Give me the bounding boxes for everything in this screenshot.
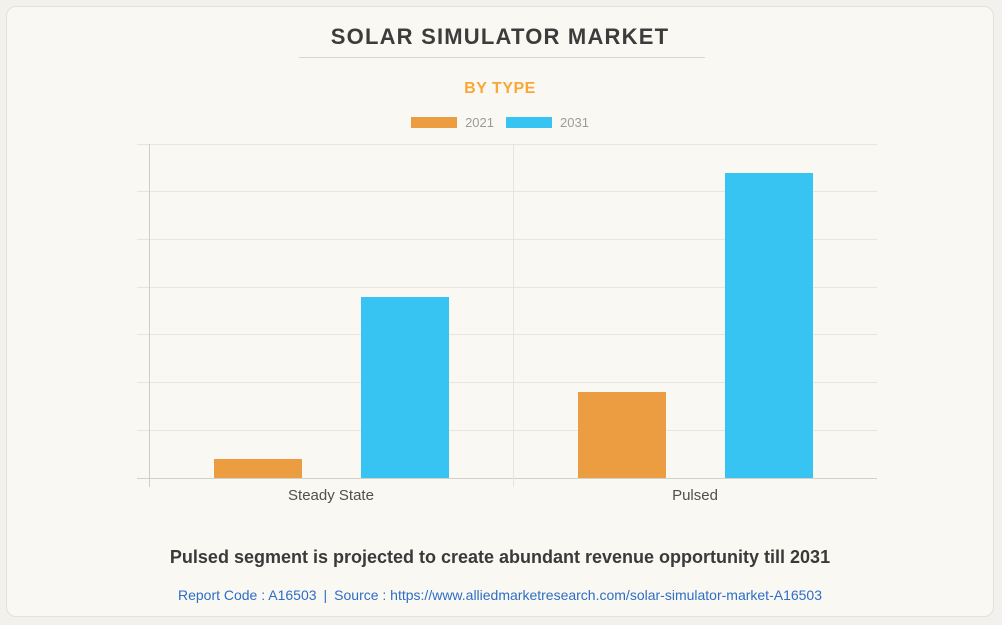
chart-title: SOLAR SIMULATOR MARKET [330, 24, 670, 49]
gridline-y7 [137, 143, 877, 145]
category-divider-gridline [512, 144, 514, 487]
legend-swatch-2021 [411, 117, 458, 128]
gridline-y6 [137, 191, 877, 193]
legend-item-2031[interactable]: 2031 [506, 115, 589, 130]
chart-legend: 2021 2031 [7, 115, 993, 130]
gridline-y1 [137, 429, 877, 431]
legend-label-2021: 2021 [465, 115, 494, 130]
legend-item-2021[interactable]: 2021 [411, 115, 494, 130]
source-line: Report Code : A16503 | Source : https://ww… [7, 587, 993, 603]
separator-text: | [323, 587, 328, 603]
x-axis-line [137, 477, 877, 479]
legend-swatch-2031 [506, 117, 552, 128]
bar-chart-plot: Steady State Pulsed [137, 143, 877, 504]
gridline-y4 [137, 286, 877, 288]
report-code-text: Report Code : A16503 [177, 587, 317, 603]
chart-subtitle: BY TYPE [464, 80, 536, 97]
source-url-text[interactable]: Source : https://www.alliedmarketresearc… [334, 587, 823, 603]
legend-label-2031: 2031 [560, 115, 589, 130]
title-divider [299, 57, 705, 58]
bar-2021-steady-state[interactable] [213, 458, 302, 478]
bar-2031-pulsed[interactable] [724, 172, 813, 478]
gridline-y2 [137, 382, 877, 384]
category-label-steady-state: Steady State [288, 487, 374, 504]
bar-2021-pulsed[interactable] [577, 392, 666, 478]
category-label-pulsed: Pulsed [672, 487, 718, 504]
report-card: SOLAR SIMULATOR MARKET BY TYPE 2021 2031 … [6, 6, 994, 617]
bar-2031-steady-state[interactable] [360, 296, 449, 478]
gridline-y5 [137, 238, 877, 240]
y-axis-line [149, 144, 150, 487]
gridline-y3 [137, 334, 877, 336]
chart-caption: Pulsed segment is projected to create ab… [169, 547, 831, 567]
